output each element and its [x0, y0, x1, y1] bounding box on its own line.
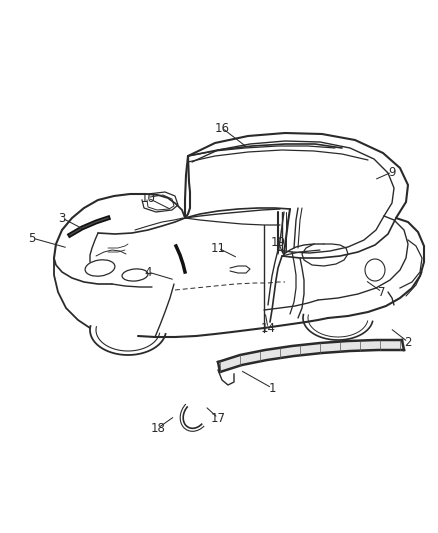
Text: 14: 14 — [261, 321, 276, 335]
Text: 17: 17 — [211, 411, 226, 424]
Polygon shape — [218, 340, 404, 372]
Text: 4: 4 — [144, 265, 152, 279]
Text: 9: 9 — [388, 166, 396, 179]
Text: 3: 3 — [58, 212, 66, 224]
Text: 10: 10 — [141, 191, 155, 205]
Text: 16: 16 — [215, 122, 230, 134]
Text: 18: 18 — [151, 422, 166, 434]
Text: 5: 5 — [28, 231, 35, 245]
Text: 11: 11 — [211, 241, 226, 254]
Text: 1: 1 — [268, 382, 276, 394]
Text: 2: 2 — [404, 335, 412, 349]
Text: 7: 7 — [378, 286, 386, 298]
Text: 19: 19 — [271, 236, 286, 248]
